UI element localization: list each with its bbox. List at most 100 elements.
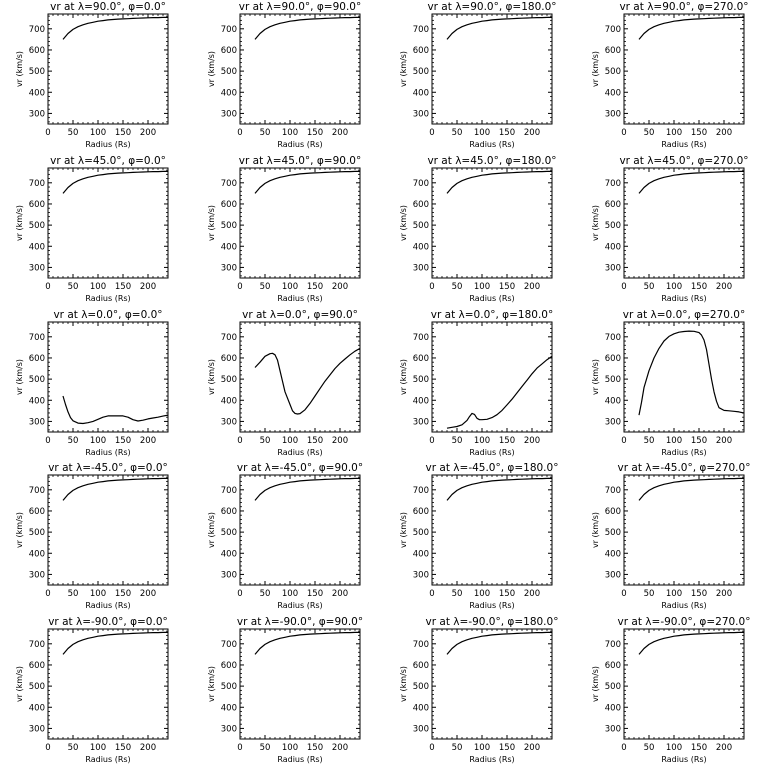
y-tick-label: 400 bbox=[221, 703, 237, 713]
plot-frame bbox=[623, 474, 745, 586]
y-tick-label: 400 bbox=[221, 242, 237, 252]
x-tick-label: 150 bbox=[499, 282, 515, 292]
y-tick-label: 700 bbox=[29, 486, 45, 496]
x-tick-label: 100 bbox=[666, 128, 682, 138]
x-tick-label: 150 bbox=[499, 589, 515, 599]
x-axis-label: Radius (Rs) bbox=[85, 601, 130, 610]
x-tick-label: 150 bbox=[115, 589, 131, 599]
plot-frame bbox=[47, 474, 169, 586]
panel-10: vr at λ=0.0°, φ=180.0° vr (km/s) Radius (R… bbox=[399, 309, 553, 457]
x-axis-label: Radius (Rs) bbox=[85, 755, 130, 764]
panel-16: vr at λ=-90.0°, φ=0.0° vr (km/s) Radius (R… bbox=[15, 616, 169, 764]
x-tick-label: 0 bbox=[621, 128, 626, 138]
y-tick-label: 600 bbox=[221, 354, 237, 364]
x-tick-label: 100 bbox=[474, 282, 490, 292]
x-axis-label: Radius (Rs) bbox=[85, 294, 130, 303]
x-tick-label: 100 bbox=[282, 743, 298, 753]
x-tick-label: 200 bbox=[332, 589, 348, 599]
x-tick-label: 0 bbox=[621, 743, 626, 753]
panel-9: vr at λ=0.0°, φ=90.0° vr (km/s) Radius (Rs… bbox=[207, 309, 361, 457]
x-tick-label: 200 bbox=[332, 743, 348, 753]
panel-title: vr at λ=45.0°, φ=0.0° bbox=[50, 155, 166, 167]
y-tick-label: 300 bbox=[221, 417, 237, 427]
x-axis-label: Radius (Rs) bbox=[277, 448, 322, 457]
x-tick-label: 100 bbox=[90, 282, 106, 292]
x-tick-label: 200 bbox=[140, 589, 156, 599]
x-tick-label: 0 bbox=[237, 589, 242, 599]
series-line bbox=[254, 16, 360, 40]
x-axis-label: Radius (Rs) bbox=[661, 601, 706, 610]
panel-title: vr at λ=45.0°, φ=270.0° bbox=[619, 155, 748, 167]
y-tick-label: 700 bbox=[605, 25, 621, 35]
y-tick-label: 700 bbox=[413, 179, 429, 189]
panel-18: vr at λ=-90.0°, φ=180.0° vr (km/s) Radius … bbox=[399, 616, 558, 764]
series-line bbox=[638, 16, 744, 40]
x-axis-label: Radius (Rs) bbox=[661, 755, 706, 764]
x-tick-label: 0 bbox=[621, 282, 626, 292]
x-tick-label: 50 bbox=[644, 436, 655, 446]
x-tick-label: 100 bbox=[474, 128, 490, 138]
x-tick-label: 200 bbox=[716, 128, 732, 138]
plot-frame bbox=[431, 628, 553, 740]
series-line bbox=[638, 330, 745, 416]
y-tick-label: 400 bbox=[413, 549, 429, 559]
panel-title: vr at λ=0.0°, φ=270.0° bbox=[623, 309, 745, 321]
y-axis-label: vr (km/s) bbox=[207, 666, 216, 702]
y-tick-label: 600 bbox=[605, 661, 621, 671]
y-tick-label: 600 bbox=[221, 507, 237, 517]
series-line bbox=[446, 16, 552, 40]
x-tick-label: 150 bbox=[691, 743, 707, 753]
panel-title: vr at λ=0.0°, φ=0.0° bbox=[53, 309, 162, 321]
panel-title: vr at λ=-90.0°, φ=0.0° bbox=[48, 616, 168, 628]
x-tick-label: 150 bbox=[691, 282, 707, 292]
x-tick-label: 50 bbox=[452, 743, 463, 753]
x-axis-label: Radius (Rs) bbox=[661, 448, 706, 457]
y-tick-label: 700 bbox=[605, 333, 621, 343]
x-tick-label: 200 bbox=[332, 282, 348, 292]
x-axis-label: Radius (Rs) bbox=[469, 448, 514, 457]
y-tick-label: 500 bbox=[29, 221, 45, 231]
plot-frame bbox=[431, 167, 553, 279]
x-tick-label: 50 bbox=[260, 589, 271, 599]
y-axis-label: vr (km/s) bbox=[207, 51, 216, 87]
y-tick-label: 700 bbox=[29, 25, 45, 35]
series-line bbox=[446, 355, 553, 429]
x-tick-label: 50 bbox=[644, 743, 655, 753]
y-tick-label: 700 bbox=[29, 179, 45, 189]
y-tick-label: 300 bbox=[221, 570, 237, 580]
y-tick-label: 300 bbox=[413, 109, 429, 119]
y-tick-label: 700 bbox=[221, 640, 237, 650]
x-tick-label: 0 bbox=[237, 743, 242, 753]
series-line bbox=[62, 477, 168, 501]
x-tick-label: 100 bbox=[282, 282, 298, 292]
x-tick-label: 150 bbox=[115, 436, 131, 446]
y-axis-label: vr (km/s) bbox=[399, 359, 408, 395]
y-tick-label: 400 bbox=[605, 549, 621, 559]
x-tick-label: 50 bbox=[644, 589, 655, 599]
y-tick-label: 500 bbox=[605, 221, 621, 231]
y-tick-label: 700 bbox=[605, 486, 621, 496]
series-line bbox=[638, 477, 744, 501]
y-tick-label: 300 bbox=[29, 263, 45, 273]
y-tick-label: 600 bbox=[29, 46, 45, 56]
x-tick-label: 150 bbox=[499, 128, 515, 138]
y-tick-label: 500 bbox=[29, 375, 45, 385]
panel-title: vr at λ=90.0°, φ=90.0° bbox=[239, 1, 361, 13]
plot-frame bbox=[431, 474, 553, 586]
y-tick-label: 500 bbox=[221, 682, 237, 692]
series-line bbox=[254, 347, 361, 415]
plot-frame bbox=[239, 321, 361, 433]
x-tick-label: 100 bbox=[90, 128, 106, 138]
x-tick-label: 100 bbox=[90, 743, 106, 753]
y-tick-label: 400 bbox=[413, 703, 429, 713]
x-tick-label: 200 bbox=[524, 743, 540, 753]
y-tick-label: 400 bbox=[605, 88, 621, 98]
x-tick-label: 0 bbox=[429, 743, 434, 753]
x-axis-label: Radius (Rs) bbox=[277, 601, 322, 610]
series-line bbox=[446, 477, 552, 501]
x-tick-label: 150 bbox=[307, 128, 323, 138]
x-tick-label: 100 bbox=[474, 589, 490, 599]
x-tick-label: 100 bbox=[282, 128, 298, 138]
y-tick-label: 600 bbox=[605, 507, 621, 517]
y-tick-label: 300 bbox=[605, 417, 621, 427]
